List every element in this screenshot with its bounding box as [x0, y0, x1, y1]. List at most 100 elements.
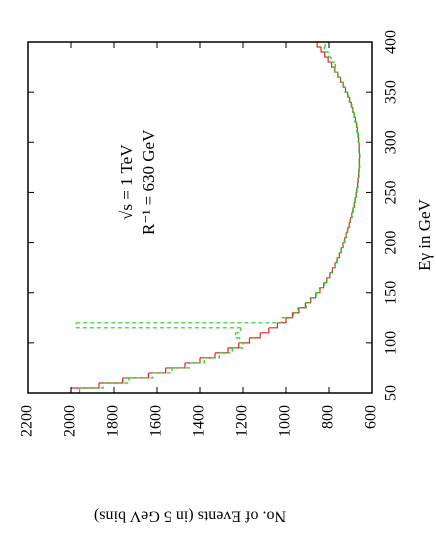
x-tick-label: 200 [383, 231, 400, 255]
histogram-step [249, 332, 261, 339]
histogram-step [335, 257, 338, 264]
histogram-step [189, 357, 205, 364]
histogram-step [306, 297, 311, 304]
histogram-step [184, 357, 201, 364]
histogram-step [344, 232, 348, 239]
y-tick-label: 800 [320, 405, 337, 429]
histogram-step [340, 242, 345, 249]
histogram-step [319, 282, 325, 289]
histogram-step [332, 262, 337, 269]
histogram-step [200, 352, 216, 359]
x-tick-label: 100 [383, 331, 400, 355]
histogram-step [286, 312, 294, 319]
histogram-step [344, 87, 348, 93]
histogram-step [215, 347, 229, 354]
histogram-step [358, 147, 360, 153]
y-tick-label: 2200 [19, 405, 36, 437]
histogram-step [316, 42, 322, 48]
y-tick-label: 1800 [105, 405, 122, 437]
histogram-step [310, 292, 317, 299]
histogram-step [268, 322, 278, 329]
x-tick-label: 150 [383, 281, 400, 305]
histogram-step [219, 347, 233, 354]
histogram-step [344, 232, 347, 239]
histogram-step [357, 137, 360, 143]
histogram-step [327, 52, 332, 58]
histogram-step [75, 322, 241, 329]
histogram-step [148, 367, 167, 374]
histogram-step [339, 77, 344, 83]
histogram-step [98, 377, 124, 384]
histogram-step [235, 327, 242, 334]
histogram-step [348, 97, 352, 103]
histogram-step [344, 87, 349, 93]
histogram-step [343, 82, 346, 88]
histogram-step [332, 262, 336, 269]
histogram-step [346, 227, 348, 234]
histogram-step [297, 302, 308, 309]
histogram-step [351, 102, 353, 108]
histogram-step [232, 342, 244, 349]
histogram-step [326, 272, 331, 279]
histogram-step [330, 57, 336, 63]
histogram-step [239, 337, 243, 344]
histogram-step [324, 277, 328, 284]
x-tick-label: 50 [383, 385, 400, 401]
x-tick-label: 250 [383, 180, 400, 204]
histogram-step [330, 267, 333, 274]
histogram-step [356, 127, 359, 133]
plot-area: √s = 1 TeV R⁻¹ = 630 GeV Eγ in GeV No. o… [19, 30, 434, 524]
y-tick-label: 600 [363, 405, 380, 429]
histogram-step [358, 157, 360, 163]
histogram-step [293, 307, 299, 314]
y-tick-label: 1000 [277, 405, 294, 437]
histogram-step [359, 152, 361, 158]
histogram-step [129, 372, 154, 379]
histogram-step [310, 292, 317, 299]
histogram-step [227, 342, 240, 349]
histogram-step [319, 282, 325, 289]
histogram-step [204, 352, 220, 359]
histogram-step [337, 252, 340, 259]
histogram-step [71, 382, 100, 389]
histogram-step [79, 382, 104, 389]
histogram-step [349, 97, 352, 103]
histogram-step [334, 67, 338, 73]
histogram-step [343, 237, 345, 244]
x-tick-label: 400 [383, 30, 400, 54]
histogram-step [341, 242, 344, 249]
y-tick-label: 1400 [191, 405, 208, 437]
histogram-step [358, 142, 361, 148]
annotation: √s = 1 TeV [117, 144, 136, 220]
histogram-step [352, 107, 355, 113]
annotation: R⁻¹ = 630 GeV [139, 129, 158, 235]
histogram-step [358, 162, 361, 168]
histogram-step [356, 182, 359, 189]
x-tick-label: 300 [383, 130, 400, 154]
histogram-step [234, 332, 240, 339]
histogram-step [324, 42, 326, 48]
plot-frame [27, 41, 373, 394]
x-axis-label: Eγ in GeV [415, 198, 434, 270]
histogram-step [152, 367, 173, 374]
histogram-step [76, 317, 283, 324]
histogram-step [352, 202, 356, 209]
histogram-step [122, 372, 149, 379]
histogram-step [334, 62, 336, 68]
histogram-step [351, 107, 355, 113]
y-tick-label: 1600 [148, 405, 165, 437]
y-tick-label: 2000 [62, 405, 79, 437]
histogram-step [354, 117, 357, 123]
histogram-step [339, 247, 342, 254]
histogram-step [357, 172, 360, 178]
histogram-step [336, 252, 341, 259]
histogram-step [333, 67, 339, 73]
histogram-step [347, 92, 350, 98]
histogram-step [350, 212, 353, 219]
histogram-step [320, 47, 325, 53]
histogram-step [337, 72, 341, 78]
histogram-step [324, 52, 329, 58]
y-axis-label: No. of Events (in 5 GeV bins) [94, 507, 286, 524]
histogram-step [316, 287, 320, 294]
histogram-step [298, 302, 306, 309]
